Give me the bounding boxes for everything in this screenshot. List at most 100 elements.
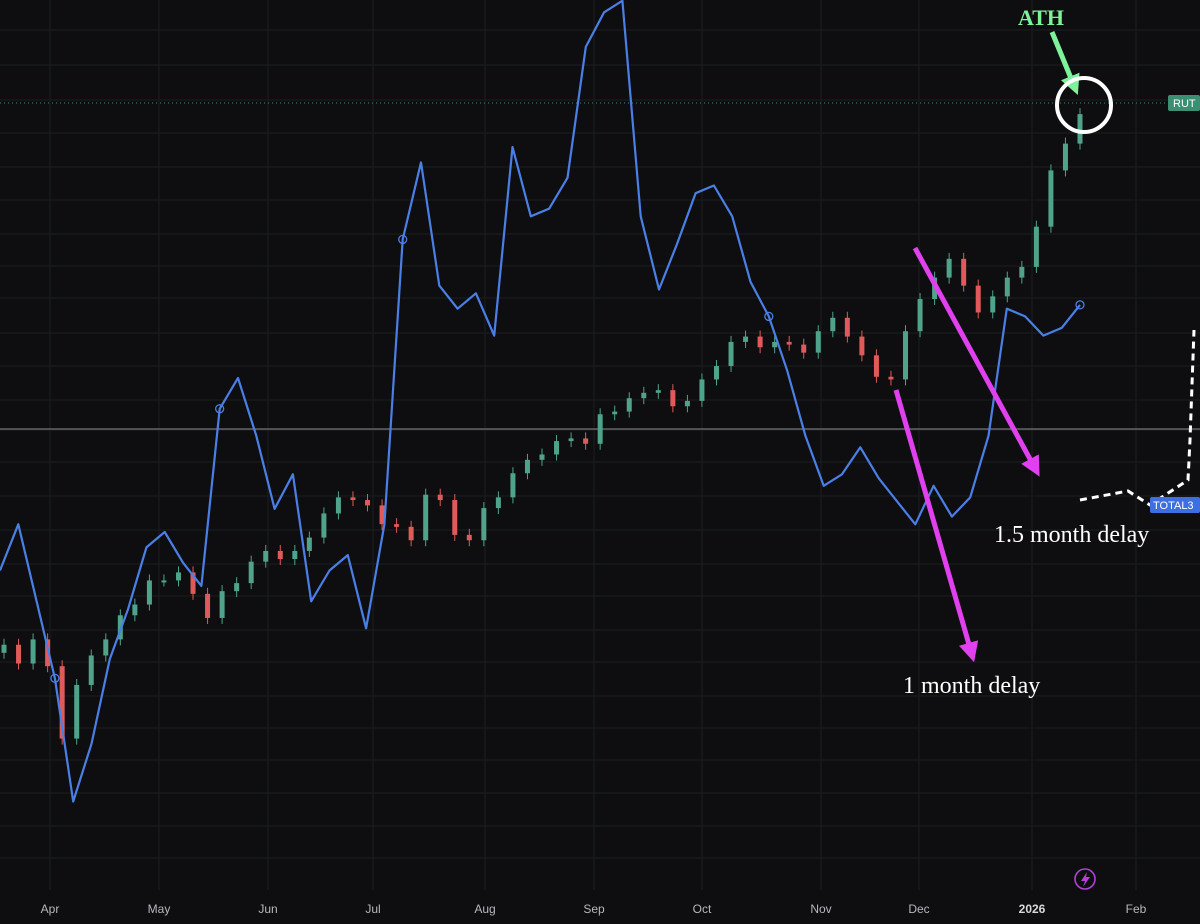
rut-candle xyxy=(772,341,778,348)
rut-candle xyxy=(786,341,792,345)
rut-candle xyxy=(161,580,167,583)
rut-candle xyxy=(975,285,981,313)
x-axis: Apr May Jun Jul Aug Sep Oct Nov Dec 2026 Feb xyxy=(41,902,1147,916)
rut-candle xyxy=(728,341,734,367)
rut-candle xyxy=(350,497,356,501)
rut-candle xyxy=(655,390,661,393)
total3-projection-line xyxy=(1079,329,1196,507)
x-tick-label: Jul xyxy=(365,902,380,916)
x-tick-label: Nov xyxy=(810,902,831,916)
rut-candle xyxy=(1062,143,1068,171)
rut-candles xyxy=(1,108,1083,745)
rut-candle xyxy=(1048,170,1054,227)
rut-candle xyxy=(612,411,618,415)
rut-candle xyxy=(394,524,400,527)
rut-candle xyxy=(277,550,283,559)
rut-candle xyxy=(597,414,603,444)
annotation-1-month-delay: 1 month delay xyxy=(903,673,1040,699)
x-tick-label: Oct xyxy=(693,902,712,916)
rut-candle xyxy=(365,500,371,506)
rut-candle xyxy=(873,355,879,377)
rut-candle xyxy=(103,639,109,656)
rut-price-tag: RUT xyxy=(1168,95,1200,111)
rut-candle xyxy=(946,258,952,278)
x-tick-label: 2026 xyxy=(1019,902,1046,916)
rut-candle xyxy=(423,494,429,541)
rut-candle xyxy=(1033,226,1039,267)
rut-candle xyxy=(990,296,996,313)
rut-candle xyxy=(539,454,545,460)
rut-candle xyxy=(859,336,865,356)
rut-candle xyxy=(437,494,443,501)
rut-candle xyxy=(1077,114,1083,144)
rut-candle xyxy=(45,639,51,667)
rut-candle xyxy=(234,583,240,592)
rut-candle xyxy=(495,497,501,509)
rut-candle xyxy=(175,572,181,581)
rut-candle xyxy=(801,344,807,353)
ath-annotation: ATH xyxy=(1018,5,1064,30)
rut-candle xyxy=(452,500,458,535)
rut-candle xyxy=(30,639,36,664)
total3-marker xyxy=(764,311,774,322)
total3-line xyxy=(0,0,1085,803)
x-tick-label: Feb xyxy=(1126,902,1147,916)
rut-candle xyxy=(554,441,560,455)
total3-series-line xyxy=(0,0,1081,803)
rut-candle xyxy=(699,379,705,401)
rut-candle xyxy=(568,438,574,442)
total3-tag-label: TOTAL3 xyxy=(1153,500,1194,512)
rut-candle xyxy=(583,438,589,444)
rut-candle xyxy=(903,331,909,380)
rut-candle xyxy=(306,537,312,551)
rut-candle xyxy=(1,644,7,653)
rut-candle xyxy=(190,572,196,594)
rut-candle xyxy=(219,591,225,618)
rut-candle xyxy=(961,258,967,286)
rut-candle xyxy=(815,331,821,353)
rut-candle xyxy=(146,580,152,605)
ath-circle xyxy=(1055,76,1113,134)
total3-marker xyxy=(1075,300,1085,310)
rut-candle xyxy=(16,644,22,664)
lightning-icon[interactable] xyxy=(1074,868,1096,890)
rut-candle xyxy=(74,684,80,739)
rut-candle xyxy=(321,513,327,538)
arrow-1-month-delay xyxy=(893,389,979,663)
x-tick-label: Jun xyxy=(258,902,277,916)
rut-candle xyxy=(524,459,530,474)
rut-candle xyxy=(263,550,269,562)
rut-candle xyxy=(888,376,894,380)
total3-marker xyxy=(398,234,408,245)
rut-candle xyxy=(292,550,298,559)
rut-candle xyxy=(670,390,676,407)
rut-candle xyxy=(335,497,341,514)
rut-candle xyxy=(248,561,254,584)
rut-candle xyxy=(510,473,516,498)
x-tick-label: Aug xyxy=(474,902,495,916)
rut-candle xyxy=(88,655,94,685)
rut-candle xyxy=(743,336,749,342)
rut-candle xyxy=(205,593,211,618)
rut-candle xyxy=(641,392,647,399)
x-tick-label: Dec xyxy=(908,902,929,916)
total3-price-tag: TOTAL3 xyxy=(1150,497,1200,513)
rut-candle xyxy=(1019,266,1025,278)
rut-candle xyxy=(917,299,923,332)
rut-candle xyxy=(481,508,487,541)
rut-candle xyxy=(408,526,414,541)
total3-marker xyxy=(215,404,225,414)
rut-candle xyxy=(684,400,690,407)
annotation-1-5-month-delay: 1.5 month delay xyxy=(994,522,1149,548)
rut-candle xyxy=(59,666,65,739)
arrow-1-5-month-delay xyxy=(912,246,1040,477)
x-tick-label: Apr xyxy=(41,902,60,916)
arrow-ath xyxy=(1049,31,1080,95)
total3-marker xyxy=(50,673,60,683)
x-tick-label: Sep xyxy=(583,902,605,916)
rut-candle xyxy=(132,604,138,616)
rut-candle xyxy=(713,366,719,380)
rut-candle xyxy=(466,534,472,541)
rut-candle xyxy=(830,317,836,332)
